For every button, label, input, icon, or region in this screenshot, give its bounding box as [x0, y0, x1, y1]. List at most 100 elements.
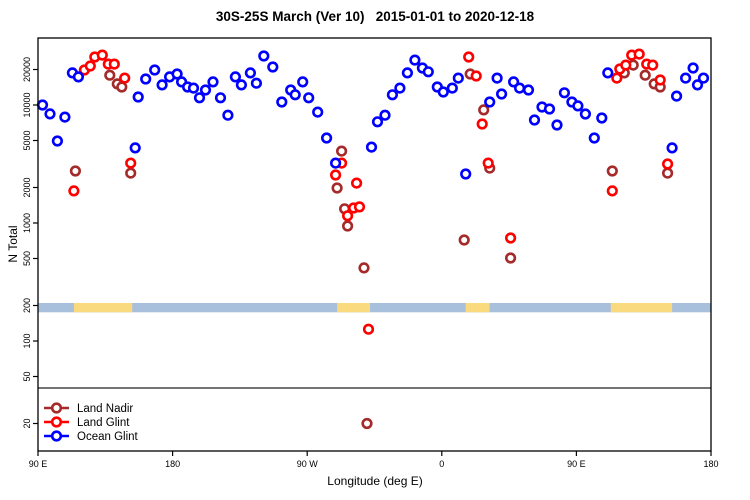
point-land-glint — [482, 157, 494, 169]
point-ocean-glint — [401, 67, 414, 79]
point-ocean-glint — [72, 71, 84, 83]
point-land-glint — [84, 60, 96, 72]
point-land-nadir — [104, 69, 116, 81]
legend-item-ocean-glint: Ocean Glint — [44, 430, 139, 443]
point-land-nadir — [125, 167, 137, 179]
land-band-segment — [610, 303, 673, 313]
point-ocean-glint — [691, 79, 704, 91]
point-land-glint — [119, 72, 131, 84]
point-ocean-glint — [558, 87, 571, 99]
point-ocean-glint — [687, 62, 699, 74]
legend-marker-land-nadir — [50, 402, 63, 414]
point-land-nadir — [331, 182, 343, 194]
point-ocean-glint — [276, 96, 288, 108]
point-ocean-glint — [513, 82, 526, 94]
point-ocean-glint — [312, 106, 324, 118]
point-ocean-glint — [51, 135, 64, 147]
x-tick-label: 90 W — [297, 459, 319, 469]
point-land-glint — [108, 58, 120, 70]
point-ocean-glint — [140, 73, 152, 85]
point-land-glint — [633, 48, 645, 60]
point-land-glint — [342, 210, 354, 222]
point-ocean-glint — [572, 100, 584, 112]
point-land-glint — [125, 157, 137, 169]
point-land-nadir — [336, 145, 348, 157]
point-land-nadir — [361, 417, 373, 430]
point-land-glint — [68, 185, 80, 197]
x-tick-label: 0 — [439, 459, 444, 469]
point-land-nadir — [458, 234, 470, 246]
point-ocean-glint — [258, 50, 270, 62]
point-ocean-glint — [386, 89, 399, 101]
point-ocean-glint — [132, 91, 144, 103]
chart-title: 30S-25S March (Ver 10) 2015-01-01 to 202… — [215, 9, 535, 24]
point-ocean-glint — [588, 132, 600, 144]
y-tick-label: 100 — [22, 333, 32, 348]
point-land-glint — [330, 169, 342, 181]
point-land-nadir — [639, 69, 651, 81]
point-land-glint — [470, 70, 482, 82]
y-tick-label: 5000 — [22, 130, 32, 150]
point-ocean-glint — [207, 76, 219, 88]
point-ocean-glint — [394, 82, 406, 94]
y-tick-label: 500 — [22, 251, 32, 266]
point-ocean-glint — [267, 61, 279, 73]
point-ocean-glint — [36, 99, 49, 111]
y-tick-label: 10000 — [22, 92, 32, 117]
plot-border — [37, 37, 712, 452]
point-land-glint — [647, 59, 659, 71]
point-land-nadir — [342, 220, 354, 232]
point-ocean-glint — [491, 72, 503, 84]
x-axis-label: Longitude (deg E) — [327, 474, 423, 488]
point-ocean-glint — [321, 132, 333, 144]
point-land-glint — [606, 185, 618, 197]
legend-marker-land-glint — [50, 416, 63, 428]
point-ocean-glint — [235, 79, 247, 91]
point-ocean-glint — [156, 79, 168, 91]
point-ocean-glint — [289, 89, 301, 101]
point-ocean-glint — [460, 168, 472, 180]
point-ocean-glint — [229, 71, 241, 83]
point-ocean-glint — [596, 112, 608, 124]
ocean-band — [38, 303, 711, 313]
point-ocean-glint — [171, 68, 183, 80]
point-ocean-glint — [149, 64, 161, 76]
point-ocean-glint — [579, 108, 592, 120]
point-ocean-glint — [446, 82, 458, 94]
legend-item-land-glint: Land Glint — [44, 416, 130, 429]
point-ocean-glint — [222, 109, 234, 121]
point-land-nadir — [358, 262, 370, 274]
point-land-glint — [654, 74, 666, 86]
point-land-glint — [362, 323, 375, 335]
point-ocean-glint — [187, 82, 200, 94]
y-tick-label: 20000 — [22, 57, 32, 82]
legend-label-land-nadir: Land Nadir — [77, 403, 133, 415]
point-ocean-glint — [365, 141, 378, 153]
point-ocean-glint — [244, 67, 256, 79]
legend-label-ocean-glint: Ocean Glint — [77, 431, 139, 443]
legend-marker-ocean-glint — [50, 430, 63, 442]
point-land-glint — [661, 158, 674, 170]
point-ocean-glint — [44, 108, 56, 120]
point-ocean-glint — [129, 142, 141, 154]
point-ocean-glint — [679, 72, 692, 84]
point-ocean-glint — [330, 157, 342, 169]
y-tick-label: 1000 — [22, 213, 32, 233]
point-ocean-glint — [522, 84, 535, 96]
point-land-nadir — [116, 81, 128, 93]
point-ocean-glint — [528, 114, 541, 126]
point-land-nadir — [661, 167, 674, 179]
point-land-nadir — [69, 165, 81, 177]
point-land-glint — [353, 201, 366, 213]
point-land-glint — [96, 49, 108, 61]
point-ocean-glint — [697, 72, 710, 84]
y-tick-label: 20 — [22, 418, 32, 428]
point-ocean-glint — [297, 76, 309, 88]
point-ocean-glint — [214, 92, 227, 104]
point-ocean-glint — [250, 77, 262, 89]
point-land-glint — [351, 177, 363, 189]
point-ocean-glint — [59, 111, 71, 123]
point-ocean-glint — [193, 92, 206, 104]
point-ocean-glint — [496, 88, 508, 100]
